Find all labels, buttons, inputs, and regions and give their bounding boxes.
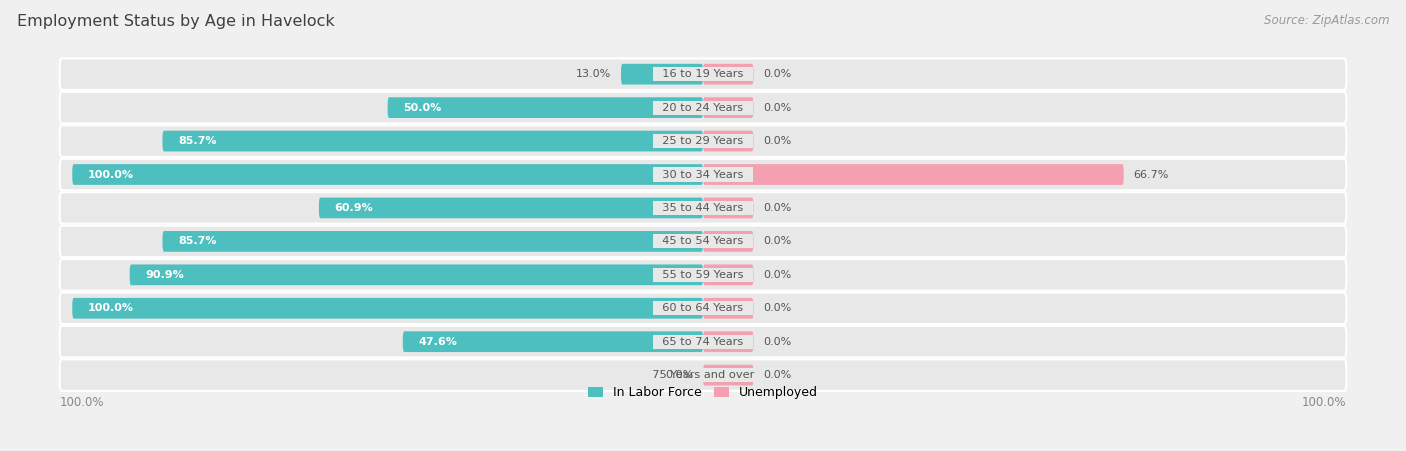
Text: 13.0%: 13.0% [576,69,612,79]
FancyBboxPatch shape [402,331,703,352]
FancyBboxPatch shape [59,125,1347,157]
FancyBboxPatch shape [59,293,1347,324]
FancyBboxPatch shape [163,231,703,252]
Text: 60.9%: 60.9% [335,203,374,213]
FancyBboxPatch shape [703,298,754,318]
FancyBboxPatch shape [163,131,703,152]
Text: 0.0%: 0.0% [763,270,792,280]
Text: 90.9%: 90.9% [145,270,184,280]
Text: 0.0%: 0.0% [763,337,792,347]
Text: 50.0%: 50.0% [404,103,441,113]
FancyBboxPatch shape [703,97,754,118]
FancyBboxPatch shape [703,198,754,218]
FancyBboxPatch shape [72,164,703,185]
Text: 100.0%: 100.0% [89,170,134,179]
Text: Employment Status by Age in Havelock: Employment Status by Age in Havelock [17,14,335,28]
Legend: In Labor Force, Unemployed: In Labor Force, Unemployed [583,382,823,405]
Text: 66.7%: 66.7% [1133,170,1168,179]
Text: 47.6%: 47.6% [419,337,457,347]
Text: 0.0%: 0.0% [763,203,792,213]
Text: 25 to 29 Years: 25 to 29 Years [655,136,751,146]
Text: 55 to 59 Years: 55 to 59 Years [655,270,751,280]
Text: 0.0%: 0.0% [665,370,693,380]
FancyBboxPatch shape [388,97,703,118]
Text: 35 to 44 Years: 35 to 44 Years [655,203,751,213]
FancyBboxPatch shape [59,326,1347,358]
Text: 0.0%: 0.0% [763,136,792,146]
Text: 100.0%: 100.0% [59,396,104,409]
Text: 75 Years and over: 75 Years and over [645,370,761,380]
Text: 0.0%: 0.0% [763,303,792,313]
Text: 0.0%: 0.0% [763,236,792,246]
Text: 60 to 64 Years: 60 to 64 Years [655,303,751,313]
FancyBboxPatch shape [129,264,703,285]
FancyBboxPatch shape [703,131,754,152]
Text: 0.0%: 0.0% [763,69,792,79]
FancyBboxPatch shape [59,192,1347,224]
FancyBboxPatch shape [703,264,754,285]
FancyBboxPatch shape [72,298,703,318]
FancyBboxPatch shape [59,59,1347,90]
Text: 100.0%: 100.0% [1302,396,1347,409]
Text: 0.0%: 0.0% [763,370,792,380]
Text: 100.0%: 100.0% [89,303,134,313]
FancyBboxPatch shape [621,64,703,84]
FancyBboxPatch shape [703,331,754,352]
FancyBboxPatch shape [59,92,1347,123]
FancyBboxPatch shape [703,231,754,252]
FancyBboxPatch shape [59,259,1347,290]
FancyBboxPatch shape [703,365,754,386]
FancyBboxPatch shape [59,359,1347,391]
Text: 85.7%: 85.7% [179,236,217,246]
Text: 45 to 54 Years: 45 to 54 Years [655,236,751,246]
FancyBboxPatch shape [319,198,703,218]
Text: 85.7%: 85.7% [179,136,217,146]
Text: 0.0%: 0.0% [763,103,792,113]
Text: 16 to 19 Years: 16 to 19 Years [655,69,751,79]
FancyBboxPatch shape [59,159,1347,190]
Text: Source: ZipAtlas.com: Source: ZipAtlas.com [1264,14,1389,27]
Text: 65 to 74 Years: 65 to 74 Years [655,337,751,347]
FancyBboxPatch shape [59,226,1347,257]
Text: 30 to 34 Years: 30 to 34 Years [655,170,751,179]
FancyBboxPatch shape [703,164,1123,185]
FancyBboxPatch shape [703,64,754,84]
Text: 20 to 24 Years: 20 to 24 Years [655,103,751,113]
